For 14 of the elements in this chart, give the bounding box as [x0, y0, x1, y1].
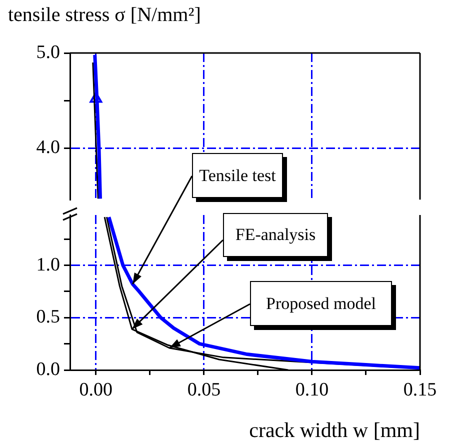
y-tick-label: 1.0 [36, 254, 60, 276]
text: Tensile test [192, 153, 283, 198]
x-tick-label: 0.15 [403, 379, 437, 400]
x-axis-title: crack width w [mm] [249, 418, 420, 442]
y-tick-label: 5.0 [36, 42, 60, 63]
text: FE-analysis [223, 213, 328, 257]
x-tick-label: 0.05 [187, 379, 221, 400]
y-tick-label: 0.5 [36, 306, 60, 328]
y-tick-label: 0.0 [36, 358, 60, 380]
x-tick-label: 0.00 [79, 379, 113, 400]
text: Proposed model [250, 281, 392, 326]
y-axis-title: tensile stress σ [N/mm²] [8, 4, 201, 27]
y-tick-label: 4.0 [36, 137, 60, 158]
x-tick-label: 0.10 [295, 379, 329, 400]
